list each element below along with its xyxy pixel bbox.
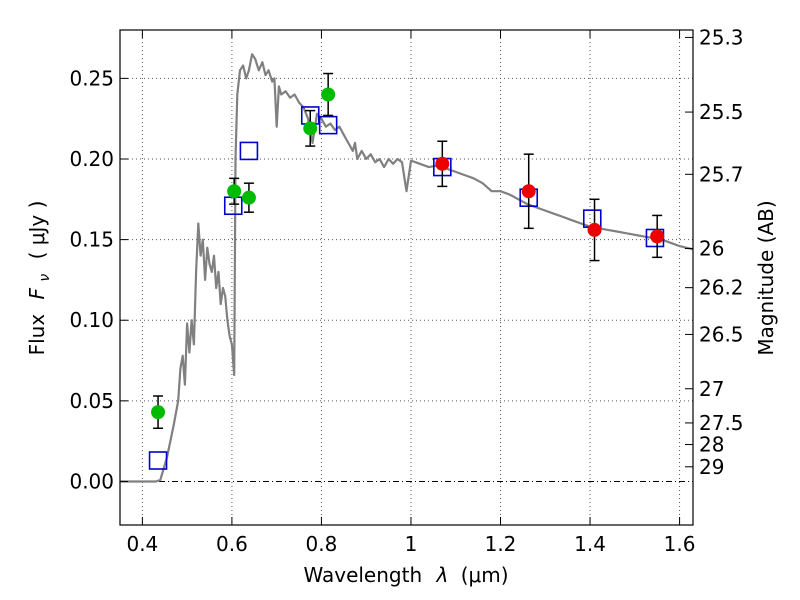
observed-point <box>303 121 318 136</box>
y-tick-label: 0.05 <box>69 389 114 413</box>
right-tick-label: 25.3 <box>699 25 744 49</box>
model-photometry-square <box>318 115 338 135</box>
observed-point <box>435 156 450 171</box>
right-tick-label: 26.5 <box>699 322 744 346</box>
right-tick-label: 25.7 <box>699 162 744 186</box>
y-axis-label-symbol: F <box>25 287 49 299</box>
observed-point <box>521 184 536 199</box>
x-tick-label: 1.6 <box>664 532 696 556</box>
right-tick-label: 27 <box>699 377 724 401</box>
y-tick-label: 0.10 <box>69 308 114 332</box>
right-tick-label: 29 <box>699 455 724 479</box>
x-tick-label: 0.4 <box>126 532 158 556</box>
x-axis-label-unit: (μm) <box>461 563 509 587</box>
y-tick-label: 0.25 <box>69 66 114 90</box>
model-photometry-square <box>239 141 259 161</box>
right-tick-label: 26 <box>699 236 724 260</box>
y-axis-label: Flux F ν ( μJy ) <box>25 201 54 356</box>
observed-point <box>321 87 336 102</box>
x-tick-label: 0.8 <box>306 532 338 556</box>
observed-point <box>241 190 256 205</box>
x-tick-label: 1.2 <box>485 532 517 556</box>
x-tick-label: 1.4 <box>574 532 606 556</box>
x-tick-label: 0.6 <box>216 532 248 556</box>
observed-point <box>587 222 602 237</box>
y-tick-label: 0.15 <box>69 228 114 252</box>
right-tick-label: 26.2 <box>699 276 744 300</box>
right-tick-label: 25.5 <box>699 100 744 124</box>
y-axis-label-sub: ν <box>37 274 53 282</box>
observed-point <box>650 229 665 244</box>
right-tick-label: 28 <box>699 433 724 457</box>
x-tick-label: 1 <box>405 532 418 556</box>
spectrum-layer <box>120 53 694 483</box>
y-tick-label: 0.20 <box>69 147 114 171</box>
observed-layer <box>151 72 665 430</box>
observed-point <box>151 405 166 420</box>
grid-layer <box>120 30 693 525</box>
x-axis-label: Wavelength λ (μm) <box>303 563 508 587</box>
right-tick-label: 27.5 <box>699 411 744 435</box>
observed-point <box>227 184 242 199</box>
y-axis-label-unit: ( μJy ) <box>25 201 49 260</box>
right-axis-label: Magnitude (AB) <box>754 200 778 355</box>
y-axis-label-main: Flux <box>25 314 49 356</box>
plot-frame <box>119 29 694 526</box>
tick-layer: 0.4 0.6 0.8 1 1.2 1.4 1.6 0.00 0.05 0.10 0.15 0.20 0… <box>69 25 743 556</box>
x-axis-label-main: Wavelength <box>303 563 422 587</box>
spectrum-line <box>120 53 694 483</box>
x-axis-label-symbol: λ <box>436 563 449 587</box>
model-photometry-square <box>148 451 168 470</box>
y-tick-label: 0.00 <box>69 469 114 493</box>
